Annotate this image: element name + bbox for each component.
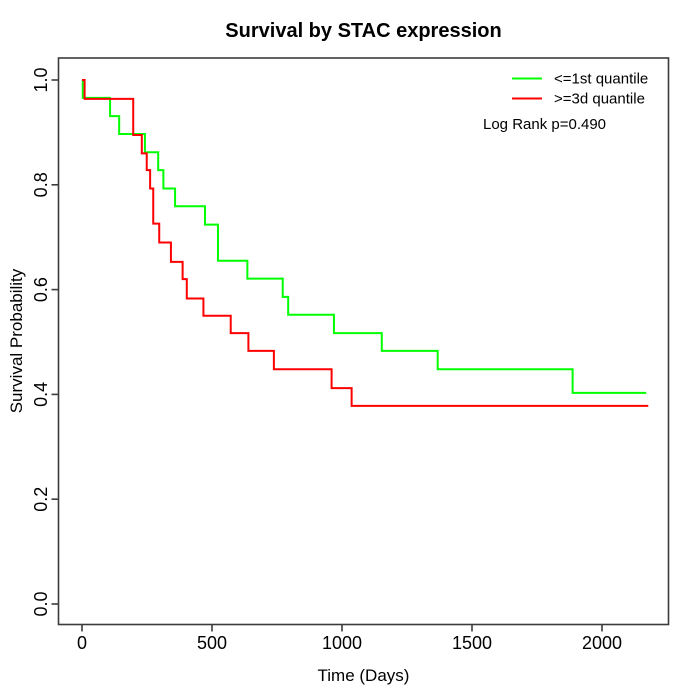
- log-rank-annotation: Log Rank p=0.490: [483, 116, 606, 133]
- km-curve-high-expression: [82, 79, 649, 407]
- x-tick-label: 0: [77, 633, 87, 653]
- y-axis-title: Survival Probability: [7, 268, 26, 413]
- legend-label-green: <=1st quantile: [554, 71, 648, 88]
- x-axis-title: Time (Days): [318, 666, 410, 685]
- x-tick-label: 2000: [582, 633, 622, 653]
- x-tick-label: 500: [197, 633, 227, 653]
- km-curves: [81, 79, 649, 407]
- x-tick-label: 1500: [452, 633, 492, 653]
- y-tick-label: 0.0: [31, 591, 51, 616]
- legend-label-red: >=3d quantile: [554, 91, 645, 108]
- km-curve-low-expression: [81, 79, 647, 394]
- y-tick-label: 0.6: [31, 277, 51, 302]
- y-tick-label: 1.0: [31, 67, 51, 92]
- x-tick-label: 1000: [322, 633, 362, 653]
- chart-title: Survival by STAC expression: [225, 20, 501, 42]
- plot-box: [57, 57, 670, 626]
- y-tick-label: 0.4: [31, 382, 51, 407]
- y-tick-label: 0.8: [31, 172, 51, 197]
- legend: <=1st quantile >=3d quantile Log Rank p=…: [483, 71, 648, 134]
- y-tick-label: 0.2: [31, 487, 51, 512]
- axis-ticks: 0 500 1000 1500 2000 0.0 0.2 0.4 0.6 0.8 1.0: [31, 67, 622, 653]
